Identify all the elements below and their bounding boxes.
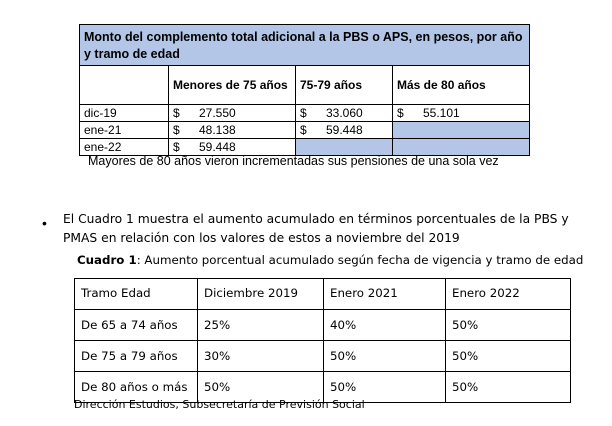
table1-corner-cell <box>79 65 169 105</box>
table-row: De 65 a 74 años 25% 40% 50% <box>74 309 571 341</box>
empty-highlight-cell <box>391 138 531 156</box>
table1-note: Mayores de 80 años vieron incrementadas … <box>88 154 499 168</box>
amount-value: 27.550 <box>199 106 236 120</box>
table-cell: 30% <box>197 340 324 372</box>
bullet-paragraph: El Cuadro 1 muestra el aumento acumulado… <box>63 212 569 245</box>
row-label: dic-19 <box>79 104 169 122</box>
table-cell: 40% <box>323 309 446 341</box>
table1-col-header: Más de 80 años <box>391 65 531 105</box>
table-cell: De 65 a 74 años <box>74 309 198 341</box>
currency-symbol: $ <box>173 106 180 120</box>
row-label: ene-21 <box>79 121 169 139</box>
percentage-increase-table: Tramo Edad Diciembre 2019 Enero 2021 Ene… <box>74 278 571 403</box>
amount-value: 59.448 <box>326 123 363 137</box>
bullet-icon: • <box>42 215 47 231</box>
table-row: De 75 a 79 años 30% 50% 50% <box>74 340 571 372</box>
cuadro1-caption: Cuadro 1: Aumento porcentual acumulado s… <box>77 253 583 267</box>
row-label: ene-22 <box>79 138 169 156</box>
table2-col-header: Enero 2021 <box>323 278 446 310</box>
cuadro1-caption-text: : Aumento porcentual acumulado según fec… <box>136 253 584 267</box>
table-header-row: Tramo Edad Diciembre 2019 Enero 2021 Ene… <box>74 278 571 310</box>
table-row: ene-22 $59.448 <box>79 138 531 156</box>
source-note: Dirección Estudios, Subsecretaría de Pre… <box>74 398 365 411</box>
table-cell: 50% <box>323 340 446 372</box>
table2-col-header: Tramo Edad <box>74 278 198 310</box>
pension-amount-table: Monto del complemento total adicional a … <box>78 24 531 156</box>
currency-symbol: $ <box>300 123 307 137</box>
empty-highlight-cell <box>295 138 393 156</box>
currency-symbol: $ <box>173 123 180 137</box>
table-cell: 50% <box>445 371 571 403</box>
table-row: De 80 años o más 50% 50% 50% <box>74 371 571 403</box>
table-cell: 50% <box>445 340 571 372</box>
currency-symbol: $ <box>173 140 180 154</box>
table-row: dic-19 $27.550 $33.060 $55.101 <box>79 104 531 122</box>
currency-symbol: $ <box>300 106 307 120</box>
currency-symbol: $ <box>397 106 404 120</box>
table2-col-header: Diciembre 2019 <box>197 278 324 310</box>
table-cell: De 75 a 79 años <box>74 340 198 372</box>
table-cell: 25% <box>197 309 324 341</box>
table-cell: 50% <box>445 309 571 341</box>
empty-highlight-cell <box>391 121 531 139</box>
table1-title: Monto del complemento total adicional a … <box>78 24 531 66</box>
table-cell: De 80 años o más <box>74 371 198 403</box>
table-row: ene-21 $48.138 $59.448 <box>79 121 531 139</box>
table2-col-header: Enero 2022 <box>445 278 571 310</box>
amount-value: 33.060 <box>326 106 363 120</box>
cuadro1-caption-bold: Cuadro 1 <box>77 253 137 267</box>
amount-value: 48.138 <box>199 123 236 137</box>
table-cell: 50% <box>197 371 324 403</box>
amount-value: 59.448 <box>199 140 236 154</box>
table1-col-header: 75-79 años <box>295 65 393 105</box>
amount-value: 55.101 <box>423 106 460 120</box>
table1-col-header: Menores de 75 años <box>168 65 296 105</box>
